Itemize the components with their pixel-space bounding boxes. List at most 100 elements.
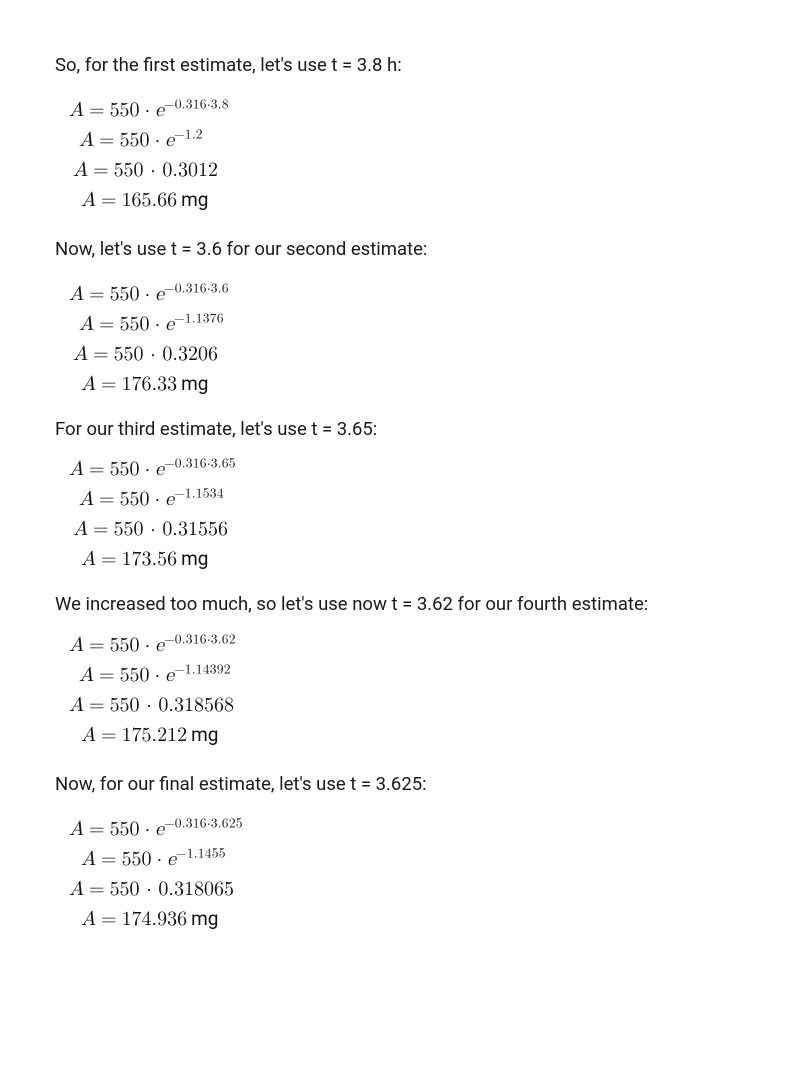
- euler-e: e: [165, 130, 174, 150]
- unit-label: mg: [177, 188, 208, 211]
- lhs-var: A: [79, 130, 94, 150]
- equals-sign: =: [88, 160, 114, 180]
- exponent: −1.1376: [174, 311, 224, 325]
- lhs-var: A: [73, 160, 88, 180]
- equals-sign: =: [96, 374, 122, 394]
- equals-sign: =: [96, 849, 122, 869]
- equals-sign: =: [84, 819, 110, 839]
- coefficient: 550: [120, 130, 150, 150]
- lhs-var: A: [69, 819, 84, 839]
- equals-sign: =: [96, 549, 122, 569]
- equals-sign: =: [94, 665, 120, 685]
- exponent: −0.316·3.8: [164, 97, 229, 111]
- equation-line: A=550 · 0.3012: [69, 157, 750, 184]
- equation-line: A=550·e−1.1376: [69, 311, 750, 338]
- equals-sign: =: [84, 284, 110, 304]
- lhs-var: A: [69, 284, 84, 304]
- coefficient: 550: [110, 284, 140, 304]
- equals-sign: =: [84, 100, 110, 120]
- equation-line: A=550·e−0.316·3.625: [69, 816, 750, 843]
- euler-e: e: [155, 100, 164, 120]
- equation-line: A=550·e−0.316·3.62: [69, 632, 750, 659]
- coefficient: 550: [120, 489, 150, 509]
- equals-sign: =: [96, 725, 122, 745]
- equation-line: A=550·e−0.316·3.6: [69, 281, 750, 308]
- explanation-text: We increased too much, so let's use now …: [55, 591, 750, 618]
- multiply-dot: ·: [150, 665, 166, 685]
- equals-sign: =: [94, 130, 120, 150]
- lhs-var: A: [79, 665, 94, 685]
- lhs-var: A: [81, 909, 96, 929]
- unit-label: mg: [187, 723, 218, 746]
- page: So, for the first estimate, let's use t …: [0, 0, 800, 1089]
- exponent: −0.316·3.625: [164, 816, 243, 830]
- equation-line: A=550 · 0.31556: [69, 516, 750, 543]
- multiply-dot: ·: [152, 849, 168, 869]
- rhs-value: 550 · 0.318065: [110, 879, 234, 899]
- lhs-var: A: [81, 374, 96, 394]
- explanation-text: For our third estimate, let's use t = 3.…: [55, 416, 750, 443]
- lhs-var: A: [79, 489, 94, 509]
- rhs-value: 174.936: [122, 909, 188, 929]
- lhs-var: A: [73, 344, 88, 364]
- coefficient: 550: [110, 459, 140, 479]
- multiply-dot: ·: [150, 489, 166, 509]
- multiply-dot: ·: [140, 459, 156, 479]
- equals-sign: =: [96, 909, 122, 929]
- unit-label: mg: [177, 372, 208, 395]
- multiply-dot: ·: [140, 100, 156, 120]
- equation-line: A=550·e−0.316·3.8: [69, 97, 750, 124]
- unit-label: mg: [187, 907, 218, 930]
- lhs-var: A: [81, 725, 96, 745]
- equation-line: A=550 · 0.318568: [69, 692, 750, 719]
- equation-line: A=550 · 0.318065: [69, 876, 750, 903]
- explanation-text: Now, for our final estimate, let's use t…: [55, 771, 750, 798]
- equation-block: A=550·e−0.316·3.6A=550·e−1.1376A=550 · 0…: [69, 281, 750, 398]
- equation-line: A=550·e−1.1534: [69, 486, 750, 513]
- euler-e: e: [167, 849, 176, 869]
- exponent: −1.2: [174, 127, 203, 141]
- lhs-var: A: [81, 549, 96, 569]
- equals-sign: =: [94, 314, 120, 334]
- equation-line: A=173.56mg: [69, 546, 750, 573]
- equals-sign: =: [84, 879, 110, 899]
- rhs-value: 165.66: [122, 190, 178, 210]
- coefficient: 550: [120, 314, 150, 334]
- coefficient: 550: [120, 665, 150, 685]
- equals-sign: =: [94, 489, 120, 509]
- euler-e: e: [155, 819, 164, 839]
- unit-label: mg: [177, 547, 208, 570]
- lhs-var: A: [69, 100, 84, 120]
- rhs-value: 550 · 0.3012: [114, 160, 218, 180]
- equation-line: A=550·e−1.14392: [69, 662, 750, 689]
- equation-block: A=550·e−0.316·3.65A=550·e−1.1534A=550 · …: [69, 456, 750, 573]
- coefficient: 550: [122, 849, 152, 869]
- equation-block: A=550·e−0.316·3.625A=550·e−1.1455A=550 ·…: [69, 816, 750, 933]
- rhs-value: 550 · 0.31556: [114, 519, 228, 539]
- multiply-dot: ·: [140, 635, 156, 655]
- lhs-var: A: [81, 190, 96, 210]
- euler-e: e: [165, 489, 174, 509]
- multiply-dot: ·: [150, 130, 166, 150]
- rhs-value: 550 · 0.318568: [110, 695, 234, 715]
- euler-e: e: [155, 635, 164, 655]
- explanation-text: So, for the first estimate, let's use t …: [55, 52, 750, 79]
- equation-line: A=550·e−0.316·3.65: [69, 456, 750, 483]
- equation-line: A=550·e−1.1455: [69, 846, 750, 873]
- lhs-var: A: [69, 695, 84, 715]
- exponent: −0.316·3.6: [164, 281, 229, 295]
- multiply-dot: ·: [140, 819, 156, 839]
- coefficient: 550: [110, 819, 140, 839]
- exponent: −1.14392: [174, 663, 231, 677]
- lhs-var: A: [73, 519, 88, 539]
- exponent: −0.316·3.65: [164, 457, 236, 471]
- rhs-value: 550 · 0.3206: [114, 344, 218, 364]
- multiply-dot: ·: [140, 284, 156, 304]
- lhs-var: A: [69, 879, 84, 899]
- equation-line: A=550 · 0.3206: [69, 341, 750, 368]
- equation-line: A=165.66mg: [69, 187, 750, 214]
- multiply-dot: ·: [150, 314, 166, 334]
- exponent: −1.1534: [174, 487, 224, 501]
- euler-e: e: [165, 665, 174, 685]
- explanation-text: Now, let's use t = 3.6 for our second es…: [55, 236, 750, 263]
